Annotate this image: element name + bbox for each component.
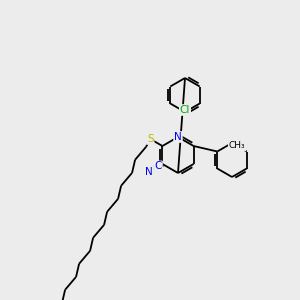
Text: N: N [174, 132, 182, 142]
Text: Cl: Cl [180, 105, 190, 115]
Text: S: S [147, 134, 154, 144]
Text: N: N [146, 167, 153, 177]
Text: CH₃: CH₃ [229, 142, 245, 151]
Text: C: C [154, 161, 162, 171]
